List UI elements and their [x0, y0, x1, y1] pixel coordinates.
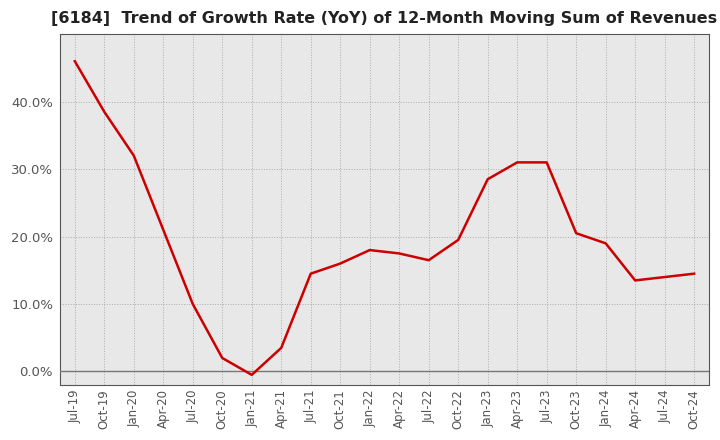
- Title: [6184]  Trend of Growth Rate (YoY) of 12-Month Moving Sum of Revenues: [6184] Trend of Growth Rate (YoY) of 12-…: [51, 11, 718, 26]
